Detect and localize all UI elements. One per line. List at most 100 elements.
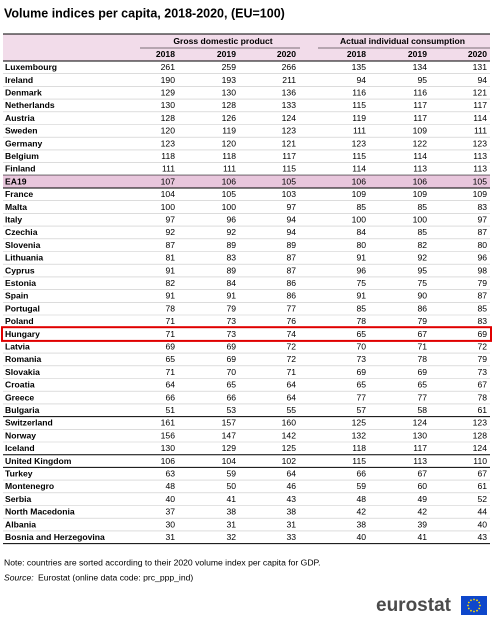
cell-value: 31 xyxy=(286,519,296,529)
cell-value: 48 xyxy=(356,494,366,504)
cell-value: 116 xyxy=(352,88,366,98)
cell-value: 53 xyxy=(226,405,236,415)
cell-value: 72 xyxy=(286,342,296,352)
cell-value: 190 xyxy=(161,75,176,85)
cell-value: 122 xyxy=(413,138,428,148)
cell-value: 123 xyxy=(352,138,367,148)
country-name: Netherlands xyxy=(5,100,55,110)
cell-value: 64 xyxy=(286,469,296,479)
country-name: Sweden xyxy=(5,126,37,136)
cell-value: 51 xyxy=(165,405,175,415)
cell-value: 38 xyxy=(226,507,236,517)
cell-value: 67 xyxy=(417,469,427,479)
cell-value: 73 xyxy=(226,316,236,326)
cell-value: 130 xyxy=(413,430,428,440)
flag-star xyxy=(476,599,478,602)
cell-value: 78 xyxy=(356,316,366,326)
country-name: Czechia xyxy=(5,227,38,237)
country-name: Romania xyxy=(5,354,42,364)
cell-value: 65 xyxy=(356,380,366,390)
year-header: 2018 xyxy=(156,49,175,59)
cell-value: 95 xyxy=(417,75,427,85)
country-name: Croatia xyxy=(5,380,35,390)
cell-value: 69 xyxy=(165,342,175,352)
cell-value: 76 xyxy=(286,316,296,326)
cell-value: 79 xyxy=(417,316,427,326)
cell-value: 130 xyxy=(161,100,176,110)
highlight-row xyxy=(3,175,490,188)
cell-value: 106 xyxy=(222,176,237,186)
flag-star xyxy=(470,609,472,612)
cell-value: 97 xyxy=(477,215,487,225)
cell-value: 211 xyxy=(282,75,296,85)
cell-value: 113 xyxy=(413,456,427,466)
cell-value: 115 xyxy=(352,100,366,110)
country-name: Serbia xyxy=(5,494,31,504)
cell-value: 266 xyxy=(282,62,297,72)
cell-value: 69 xyxy=(477,329,487,339)
cell-value: 91 xyxy=(165,265,175,275)
cell-value: 77 xyxy=(286,303,296,313)
cell-value: 120 xyxy=(222,138,237,148)
cell-value: 116 xyxy=(413,88,427,98)
cell-value: 123 xyxy=(473,418,488,428)
cell-value: 79 xyxy=(477,354,487,364)
cell-value: 82 xyxy=(417,240,427,250)
cell-value: 121 xyxy=(473,88,488,98)
cell-value: 124 xyxy=(282,113,297,123)
cell-value: 100 xyxy=(161,202,176,212)
cell-value: 91 xyxy=(356,253,366,263)
group-header: Actual individual consumption xyxy=(340,36,465,46)
cell-value: 73 xyxy=(477,367,487,377)
cell-value: 86 xyxy=(417,303,427,313)
country-name: Luxembourg xyxy=(5,62,57,72)
cell-value: 87 xyxy=(286,253,296,263)
cell-value: 72 xyxy=(477,342,487,352)
cell-value: 118 xyxy=(161,151,175,161)
cell-value: 105 xyxy=(473,176,488,186)
cell-value: 30 xyxy=(165,519,175,529)
cell-value: 67 xyxy=(477,380,487,390)
cell-value: 65 xyxy=(417,380,427,390)
cell-value: 106 xyxy=(352,176,367,186)
country-name: United Kingdom xyxy=(5,456,72,466)
cell-value: 87 xyxy=(477,291,487,301)
note: Note: countries are sorted according to … xyxy=(4,557,321,567)
cell-value: 115 xyxy=(352,151,366,161)
highlight-box xyxy=(1,326,492,342)
cell-value: 77 xyxy=(356,392,366,402)
cell-value: 117 xyxy=(473,100,487,110)
cell-value: 147 xyxy=(222,430,237,440)
country-name: Slovakia xyxy=(5,367,40,377)
country-name: Norway xyxy=(5,430,36,440)
cell-value: 73 xyxy=(226,329,236,339)
cell-value: 66 xyxy=(356,469,366,479)
cell-value: 111 xyxy=(162,164,175,174)
cell-value: 67 xyxy=(477,469,487,479)
cell-value: 48 xyxy=(165,481,175,491)
cell-value: 50 xyxy=(226,481,236,491)
cell-value: 41 xyxy=(226,494,236,504)
cell-value: 80 xyxy=(356,240,366,250)
flag-star xyxy=(478,601,481,604)
cell-value: 43 xyxy=(477,532,487,542)
country-name: Finland xyxy=(5,164,36,174)
cell-value: 96 xyxy=(477,253,487,263)
cell-value: 64 xyxy=(286,392,296,402)
cell-value: 60 xyxy=(417,481,427,491)
cell-value: 124 xyxy=(473,443,488,453)
cell-value: 97 xyxy=(165,215,175,225)
cell-value: 118 xyxy=(352,443,366,453)
cell-value: 134 xyxy=(413,62,428,72)
cell-value: 75 xyxy=(417,278,427,288)
year-header: 2018 xyxy=(347,49,366,59)
cell-value: 109 xyxy=(413,189,428,199)
cell-value: 104 xyxy=(222,456,237,466)
cell-value: 94 xyxy=(286,227,296,237)
country-name: Austria xyxy=(5,113,35,123)
cell-value: 98 xyxy=(477,265,487,275)
cell-value: 40 xyxy=(477,519,487,529)
flag-star xyxy=(473,610,475,613)
cell-value: 70 xyxy=(356,342,366,352)
cell-value: 113 xyxy=(473,164,487,174)
